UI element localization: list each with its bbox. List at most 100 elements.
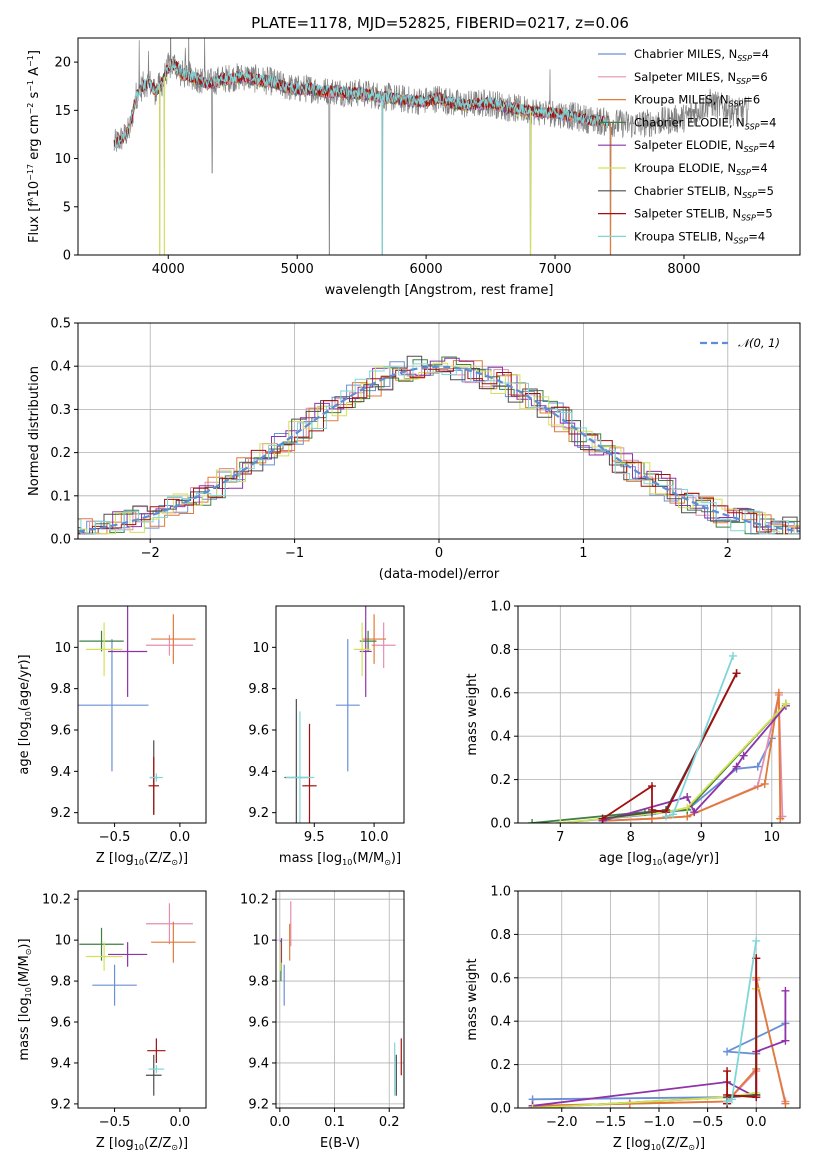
label-part: 10	[651, 1143, 661, 1152]
weight-point	[647, 805, 656, 814]
x-tick-label: −1.5	[595, 1115, 627, 1130]
x-tick-label: 0.0	[269, 1115, 290, 1130]
y-tick-label: 0.0	[490, 817, 511, 832]
y-axis-label: mass weight	[465, 958, 480, 1040]
y-tick-label: 9.4	[248, 1056, 269, 1071]
errorbar-chabrier-miles	[335, 639, 360, 772]
label-part: ]	[27, 50, 42, 55]
label-part: mass [log	[279, 851, 342, 866]
label-part: ⊙	[688, 1143, 695, 1152]
legend-entry: Chabrier ELODIE, NSSP=4	[634, 115, 776, 131]
weight-point	[723, 1047, 732, 1056]
axes-frame	[77, 37, 801, 256]
y-axis-label: mass [log10(M/M⊙)]	[17, 938, 33, 1060]
axes-frame	[275, 605, 405, 824]
axes-frame-mass-vs-ebv: 0.0 0.1 0.2 9.2 9.4 9.6 9.8 10 10.2 E(B-V)	[240, 890, 405, 1151]
weight-series-salpeter-elodie	[598, 701, 790, 823]
weight-point	[781, 1099, 790, 1108]
y-tick-label: 0.2	[490, 1058, 511, 1073]
y-tick-label: 9.2	[50, 806, 71, 821]
x-tick-label: 6000	[410, 262, 443, 277]
y-tick-label: 20	[54, 56, 71, 71]
y-tick-label: 10.2	[240, 893, 269, 908]
weight-series-salpeter-stelib	[598, 669, 741, 823]
label-part: 10	[24, 987, 33, 997]
weight-point	[556, 819, 565, 823]
label-part: 10	[24, 711, 33, 721]
label-part: (Z/Z	[144, 851, 171, 866]
histogram-salpeter-stelib	[78, 367, 800, 535]
x-tick-label: 0	[435, 546, 443, 561]
x-tick-label: 9.5	[304, 830, 325, 845]
legend-nssp: =5	[757, 184, 774, 198]
legend-name: Kroupa MILES, N	[634, 93, 729, 107]
legend-nssp: =4	[751, 161, 768, 175]
errorbar-kroupa-miles	[151, 921, 196, 963]
y-axis-label: Flux [fλ10−17 erg cm−2 s−1 A−1]	[26, 50, 42, 243]
errorbar-kroupa-miles	[151, 614, 196, 664]
axes-frame-spectrum: 4000 5000 6000 7000 8000 0 5 10 15 20 wavelength […	[26, 37, 801, 298]
label-part: )]	[178, 851, 188, 866]
errorbar-kroupa-stelib	[148, 1065, 165, 1074]
y-tick-label: 10	[252, 641, 269, 656]
y-tick-label: 9.8	[50, 975, 71, 990]
errorbar-chabrier-miles	[92, 964, 137, 1006]
legend-entry: Kroupa STELIB, NSSP=4	[634, 229, 765, 245]
label-part: (M/M	[352, 851, 384, 866]
label-part: 10	[27, 181, 42, 198]
y-tick-label: 0.0	[50, 533, 71, 548]
legend-entry: Chabrier MILES, NSSP=4	[634, 47, 769, 63]
y-tick-label: 9.2	[248, 806, 269, 821]
histogram-chabrier-elodie	[78, 356, 800, 535]
label-part: (age/yr)]	[662, 851, 719, 866]
y-tick-label: 9.2	[248, 1097, 269, 1112]
plot-area-age-vs-z	[78, 606, 196, 815]
weight-series-salpeter-stelib	[723, 954, 761, 1108]
legend-name: Chabrier ELODIE, N	[634, 115, 745, 129]
errorbar-chabrier-miles	[78, 639, 149, 772]
plot-area-mass-vs-z	[79, 903, 196, 1096]
legend-sub: SSP	[742, 191, 757, 200]
legend-entry: 𝒩(0, 1)	[738, 336, 780, 350]
legend-sub: SSP	[744, 145, 759, 154]
x-axis-label: Z [log10(Z/Z⊙)]	[613, 1136, 705, 1152]
weight-point	[669, 810, 678, 819]
weight-point	[760, 779, 769, 788]
errorbar-chabrier-elodie	[79, 630, 124, 652]
panel-spectrum: 4000 5000 6000 7000 8000 0 5 10 15 20 wavelength […	[26, 37, 801, 298]
label-part: ⊙	[384, 858, 391, 867]
y-tick-label: 0.4	[50, 360, 71, 375]
histogram-kroupa-elodie	[78, 362, 800, 535]
label-part: −2	[26, 103, 35, 115]
axes-frame-weight-vs-z: −2.0 −1.5 −1.0 −0.5 0.0 0.0 0.2 0.4 0.6 0.8 1.0 Z […	[465, 885, 801, 1152]
x-axis-label: wavelength [Angstrom, rest frame]	[325, 283, 554, 298]
x-tick-label: 0.0	[170, 1115, 191, 1130]
y-tick-label: 0.1	[50, 489, 71, 504]
weight-line	[602, 705, 787, 822]
errorbar-kroupa-stelib	[149, 773, 163, 782]
y-tick-label: 9.8	[248, 682, 269, 697]
weight-point	[781, 699, 790, 708]
errorbar-salpeter-stelib	[302, 723, 317, 823]
legend-entry: Salpeter ELODIE, NSSP=4	[634, 138, 775, 154]
legend-nssp: =5	[756, 207, 773, 221]
label-part: Flux [f	[27, 202, 42, 243]
legend-sub: SSP	[737, 54, 752, 63]
histogram-chabrier-stelib	[78, 355, 800, 535]
errorbar-salpeter-miles	[145, 634, 193, 656]
y-tick-label: 15	[54, 104, 71, 119]
weight-point	[774, 688, 783, 697]
model-spectrum-kroupa-stelib	[113, 59, 610, 149]
weight-point	[752, 936, 761, 945]
y-tick-label: 0	[63, 249, 71, 264]
weight-point	[781, 986, 790, 995]
histogram-kroupa-stelib	[78, 363, 800, 535]
errorbar-kroupa-elodie	[353, 622, 371, 677]
gaussian-curve	[78, 365, 800, 533]
x-tick-label: 8000	[667, 262, 700, 277]
y-tick-label: 0.4	[490, 1015, 511, 1030]
plot-area-weight-vs-age	[528, 651, 790, 823]
